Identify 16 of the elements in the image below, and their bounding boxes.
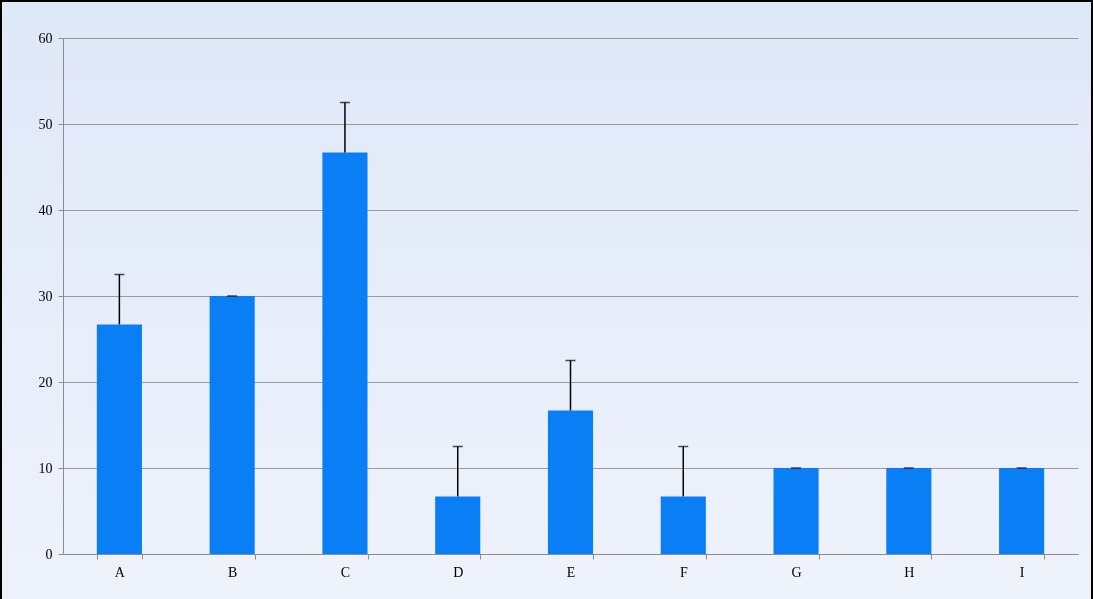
y-tick-label: 20 [38, 374, 53, 390]
x-tick-label: I [1019, 564, 1025, 580]
y-tick-label: 40 [38, 202, 53, 218]
x-tick-label: C [340, 564, 351, 580]
x-tick-label: G [791, 564, 802, 580]
y-tick-label: 0 [45, 546, 53, 562]
x-tick-label: E [566, 564, 576, 580]
x-tick-label: H [904, 564, 915, 580]
y-tick-label: 50 [38, 116, 53, 132]
x-tick-label: F [679, 564, 688, 580]
y-tick-label: 60 [38, 30, 53, 46]
x-tick-label: D [453, 564, 464, 580]
x-tick-label: B [227, 564, 238, 580]
x-tick-label: A [114, 564, 126, 580]
y-tick-label: 10 [38, 460, 53, 476]
y-tick-label: 30 [38, 288, 53, 304]
